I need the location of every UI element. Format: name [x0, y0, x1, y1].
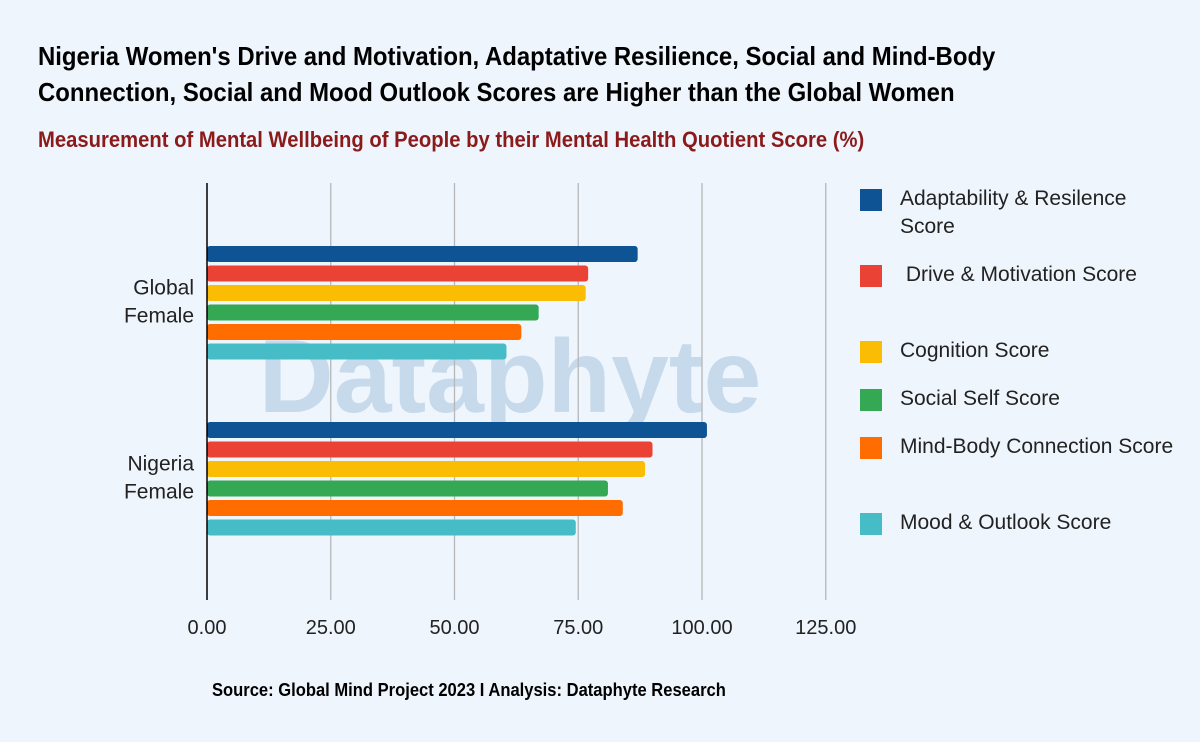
bar [207, 265, 589, 282]
bar [207, 246, 638, 262]
legend-swatch [860, 513, 882, 535]
legend-item: Drive & Motivation Score [860, 261, 1180, 337]
x-tick-label: 125.00 [795, 617, 856, 639]
legend: Adaptability & Resilence Score Drive & M… [860, 185, 1180, 557]
x-tick-label: 75.00 [553, 617, 603, 639]
legend-swatch [860, 265, 882, 287]
category-label: Global [133, 277, 194, 300]
category-label: Female [124, 481, 194, 504]
legend-label: Mind-Body Connection Score [900, 435, 1174, 458]
x-tick-label: 0.00 [188, 617, 227, 639]
bar [207, 422, 707, 438]
chart-subtitle: Measurement of Mental Wellbeing of Peopl… [38, 127, 865, 152]
category-label: Nigeria [127, 453, 194, 476]
legend-swatch [860, 189, 882, 211]
bar [207, 285, 586, 301]
legend-label: Adaptability & Resilence Score [900, 187, 1133, 238]
bar [207, 324, 522, 340]
x-tick-label: 25.00 [306, 617, 356, 639]
legend-item: Social Self Score [860, 385, 1180, 433]
legend-label: Cognition Score [900, 339, 1050, 362]
legend-swatch [860, 437, 882, 459]
bar [207, 441, 653, 458]
chart-title: Nigeria Women's Drive and Motivation, Ad… [38, 41, 996, 107]
legend-item: Cognition Score [860, 337, 1180, 385]
legend-item: Mind-Body Connection Score [860, 433, 1180, 509]
legend-label: Mood & Outlook Score [900, 511, 1112, 534]
category-label: Female [124, 305, 194, 328]
legend-label: Social Self Score [900, 387, 1060, 410]
x-tick-label: 100.00 [671, 617, 732, 639]
bar [207, 519, 576, 536]
legend-swatch [860, 341, 882, 363]
legend-swatch [860, 389, 882, 411]
legend-item: Adaptability & Resilence Score [860, 185, 1180, 261]
legend-label: Drive & Motivation Score [900, 263, 1137, 286]
bar [207, 500, 623, 516]
legend-item: Mood & Outlook Score [860, 509, 1180, 557]
bar [207, 343, 507, 360]
bar [207, 461, 646, 477]
x-tick-label: 50.00 [429, 617, 479, 639]
bar [207, 304, 539, 321]
bar [207, 480, 608, 497]
source-note: Source: Global Mind Project 2023 I Analy… [212, 680, 726, 700]
